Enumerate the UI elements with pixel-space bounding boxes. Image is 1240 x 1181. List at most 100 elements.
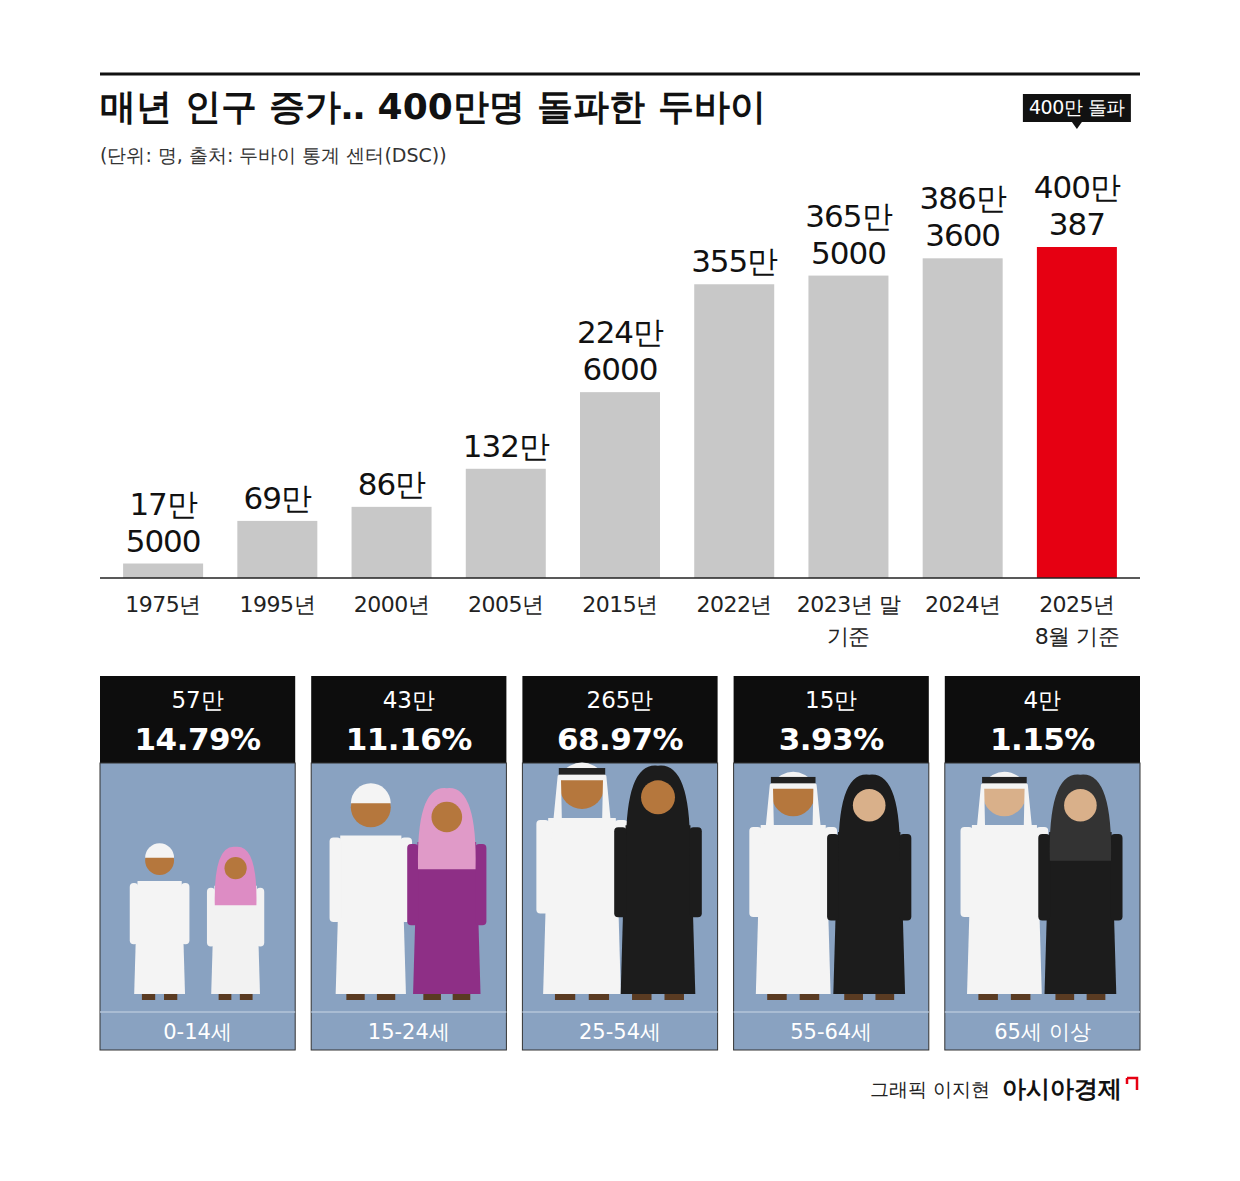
figure-arm [475,844,486,925]
figure-arm [207,888,215,947]
text-line: 1995년 [240,592,316,617]
baseline [100,577,1140,579]
annotation-box [1023,94,1131,122]
figure-foot [240,994,253,1000]
x-tick-label: 2024년 [925,592,1001,617]
figures [330,783,487,1000]
text-line: 365만 [805,198,892,234]
figure-face [641,780,675,814]
text-line: 386만 [920,180,1007,216]
figure-arm [961,827,973,917]
bar [123,564,203,578]
figure-hijab [838,774,899,860]
age-panel [734,676,929,1050]
text-line: 5000 [811,235,886,271]
publisher-mark [1127,1078,1137,1090]
population-label: 57만 [171,687,223,713]
x-tick-label: 2000년 [354,592,430,617]
text-line: 2015년 [582,592,658,617]
x-tick-label: 2023년 말기준 [797,592,901,649]
text-line: 3600 [925,217,1000,253]
data-label: 224만6000 [577,314,664,387]
age-category: 25-54세 [579,1020,661,1044]
figure-foot [844,994,863,1000]
text-line: 5000 [126,523,201,559]
figure-hijab [1050,774,1111,860]
figure-foot [589,994,609,1000]
figure-ghutra [551,762,613,844]
figure-foot [377,994,395,1000]
data-label: 86만 [358,466,426,502]
age-panel [100,676,295,1050]
percent-label: 3.93% [779,721,884,757]
figure-arm [181,883,189,944]
figure-foot [1055,994,1074,1000]
panel-divider [311,1011,506,1013]
x-tick-label: 1975년 [125,592,201,617]
figure-ghutra [975,772,1035,850]
bar [923,258,1003,578]
x-tick-label: 1995년 [240,592,316,617]
figure-foot [453,994,471,1000]
figure-robe [134,881,185,994]
x-tick-label: 2005년 [468,592,544,617]
figure-agal [771,777,816,783]
population-label: 15만 [805,687,857,713]
text-line: 기준 [827,624,870,649]
data-label: 400만387 [1034,169,1121,242]
figure-foot [1087,994,1106,1000]
figure-arm [1111,834,1123,920]
text-line: 1975년 [125,592,201,617]
data-label: 386만3600 [920,180,1007,253]
figure-arm [256,888,264,947]
data-label: 17만5000 [126,486,201,559]
panel-header [522,676,717,763]
figure-arm [1038,834,1050,920]
percent-label: 14.79% [135,721,262,757]
data-label: 132만 [463,428,550,464]
text-line: 17만 [129,486,197,522]
figure-foot [664,994,683,1000]
percent-label: 11.16% [346,721,473,757]
percent-label: 68.97% [557,721,684,757]
figure-arm [330,838,342,923]
figure-robe [756,825,831,994]
figure-face [431,802,462,833]
text-line: 355만 [691,243,778,279]
population-label: 43만 [383,687,435,713]
bar [237,521,317,578]
page: {"chart_data": [ {"type": "bar", "title"… [0,0,1240,1181]
figure-arm [407,844,418,925]
figure-foot [219,994,232,1000]
figure-foot [346,994,364,1000]
subtitle: (단위: 명, 출처: 두바이 통계 센터(DSC)) [100,144,447,166]
figure-foot [767,994,787,1000]
age-panel [311,676,506,1050]
age-category: 55-64세 [790,1020,872,1044]
text-line: 2024년 [925,592,1001,617]
text-line: 400만 [1034,169,1121,205]
figure-foot [875,994,894,1000]
figure-foot [142,994,155,1000]
figure-arm [614,827,626,917]
text-line: 69만 [244,480,312,516]
figure-foot [423,994,441,1000]
panel-divider [522,1011,717,1013]
background [0,0,1240,1181]
figure-ghutra [763,772,823,850]
age-category: 65세 이상 [994,1020,1090,1044]
panel-body [522,763,717,1050]
chart-root: 매년 인구 증가‥ 400만명 돌파한 두바이(단위: 명, 출처: 두바이 통… [0,0,1240,1181]
population-label: 265만 [587,687,654,713]
figure-arm [130,883,138,944]
age-panel [945,676,1140,1050]
figures [749,772,911,1000]
text-line: 387 [1049,206,1105,242]
figure-robe [336,836,406,995]
age-panel [522,676,717,1050]
figure-arm [899,834,911,920]
figure-foot [800,994,820,1000]
figure-cap [351,783,391,803]
figure-face [1064,789,1097,822]
age-category: 0-14세 [163,1020,232,1044]
